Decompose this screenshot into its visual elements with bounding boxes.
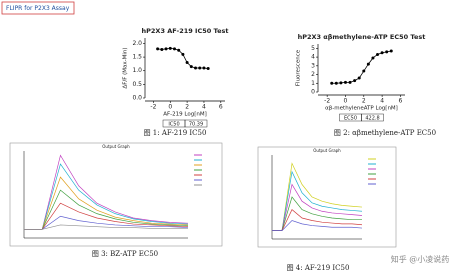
caption: 图 4: AF-219 IC50: [287, 264, 350, 272]
x-tick-label: 4: [380, 98, 384, 105]
table-cell: [184, 119, 208, 128]
data-point: [198, 66, 202, 70]
data-point: [362, 69, 366, 73]
data-point: [376, 52, 380, 56]
data-point: [185, 61, 189, 65]
data-point: [366, 62, 370, 66]
x-tick-label: 0: [168, 104, 172, 111]
data-point: [172, 47, 176, 51]
data-point: [156, 47, 160, 51]
y-tick-label: 0: [311, 89, 315, 96]
trace: [272, 196, 362, 231]
x-tick-label: 6: [219, 104, 223, 111]
y-tick-label: 4: [311, 54, 315, 61]
data-point: [357, 76, 361, 80]
trace: [272, 162, 363, 231]
trace: [24, 154, 189, 230]
trace: [24, 202, 189, 230]
data-point: [177, 48, 181, 52]
header-box: [1, 1, 75, 15]
y-axis-label: ΔF/F (Max-Min): [123, 47, 129, 88]
table-text: 70.39: [189, 121, 203, 127]
trace: [24, 176, 189, 230]
table-text: IC50: [168, 121, 179, 127]
data-point: [380, 51, 384, 55]
data-point: [389, 49, 393, 53]
y-tick-label: 5: [311, 45, 315, 52]
data-point: [189, 65, 193, 69]
x-tick-label: 0: [344, 98, 348, 105]
chart-title: hP2X3 αβmethylene-ATP EC50 Test: [298, 33, 426, 41]
x-tick-label: -2: [324, 98, 330, 105]
graph-frame: [257, 146, 397, 248]
data-point: [164, 47, 168, 51]
data-point: [194, 66, 198, 70]
data-point: [206, 67, 210, 71]
data-point: [334, 81, 338, 85]
trace: [24, 189, 189, 230]
x-tick-label: 4: [202, 104, 206, 111]
data-point: [160, 47, 164, 51]
header-title: FLIPR for P2X3 Assay: [6, 5, 70, 12]
x-axis-label: αβ-methyleneATP Log[nM]: [325, 106, 398, 112]
table-text: 422.8: [365, 115, 379, 121]
chart-title: hP2X3 AF-219 IC50 Test: [142, 27, 229, 35]
y-axis-label: Fluorescence: [296, 49, 302, 86]
curve: [331, 50, 392, 84]
y-tick-label: 1.0: [132, 67, 142, 74]
table-cell: [361, 113, 384, 122]
data-point: [168, 46, 172, 50]
data-point: [330, 81, 334, 85]
data-point: [343, 80, 347, 84]
curve: [157, 47, 209, 69]
data-point: [348, 80, 352, 84]
watermark: 知乎 @小凌说药: [391, 254, 450, 264]
trace: [24, 224, 188, 230]
data-point: [339, 81, 343, 85]
data-point: [371, 56, 375, 60]
y-tick-label: 3: [311, 62, 315, 69]
table-text: EC50: [344, 115, 357, 121]
y-tick-label: 1: [311, 80, 315, 87]
graph-frame: [9, 142, 223, 247]
caption: 图 2: αβmethylene-ATP EC50: [334, 129, 436, 137]
trace: [24, 215, 189, 230]
y-tick-label: 2: [311, 71, 315, 78]
y-tick-label: 0.0: [132, 95, 142, 102]
x-tick-label: 2: [362, 98, 366, 105]
y-tick-label: 1.5: [132, 54, 142, 61]
data-point: [385, 50, 389, 54]
data-point: [202, 66, 206, 70]
x-tick-label: 2: [185, 104, 189, 111]
x-axis-label: AF-219 Log[nM]: [163, 112, 207, 118]
data-point: [353, 79, 357, 83]
x-tick-label: 6: [399, 98, 403, 105]
trace: [272, 170, 363, 231]
caption: 图 3: BZ-ATP EC50: [92, 250, 158, 258]
y-tick-label: 0.5: [132, 81, 142, 88]
x-tick-label: -2: [150, 104, 156, 111]
y-tick-label: 2.0: [132, 40, 142, 47]
caption: 图 1: AF-219 IC50: [144, 129, 207, 137]
trace: [24, 163, 189, 230]
trace: [272, 209, 363, 231]
trace: [272, 183, 363, 231]
data-point: [181, 52, 185, 56]
graph-title: Output Graph: [102, 144, 130, 149]
graph-title: Output Graph: [313, 148, 341, 153]
trace: [272, 220, 363, 231]
